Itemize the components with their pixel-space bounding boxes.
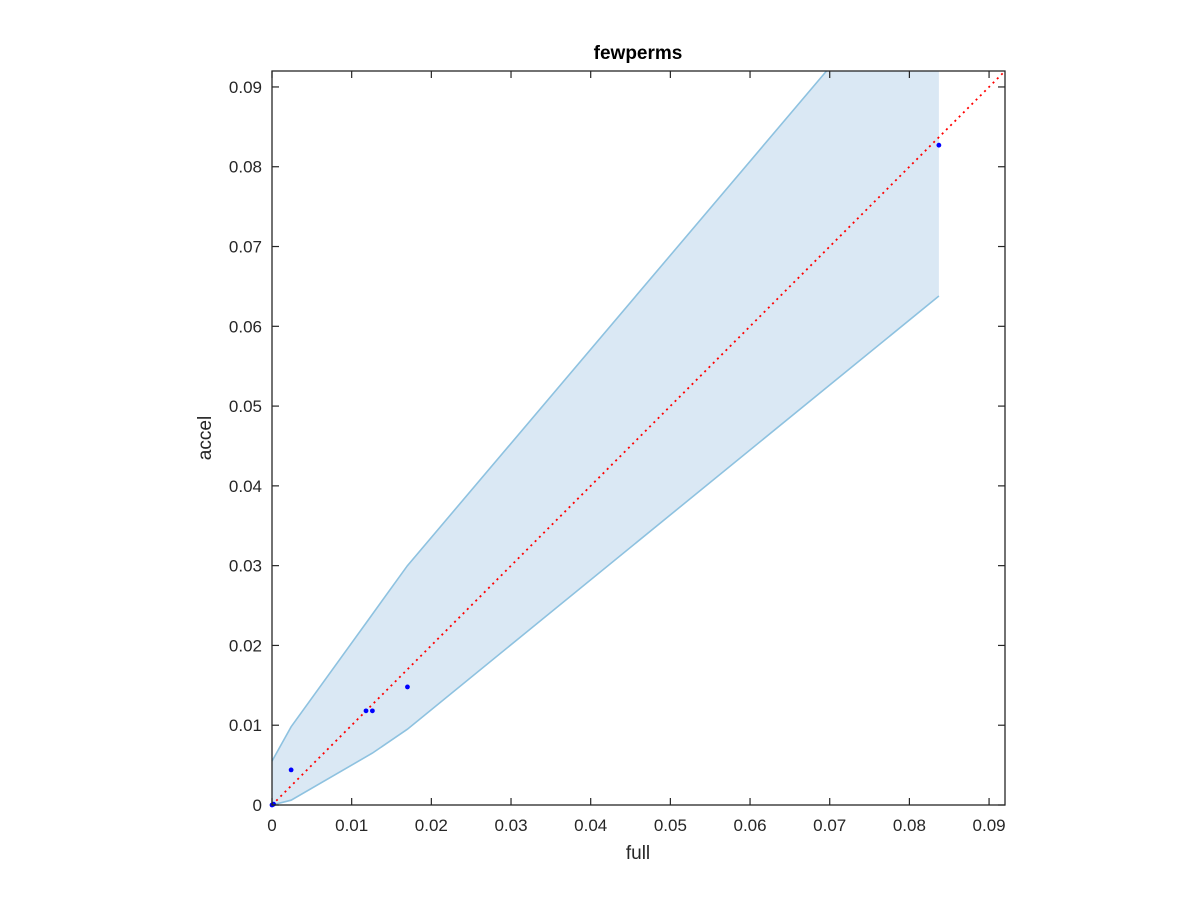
y-tick-label-6: 0.06 <box>229 317 262 336</box>
x-tick-label-0: 0 <box>267 816 276 835</box>
confidence-band <box>272 71 939 805</box>
x-tick-label-4: 0.04 <box>574 816 607 835</box>
x-tick-label-1: 0.01 <box>335 816 368 835</box>
y-tick-label-2: 0.02 <box>229 636 262 655</box>
data-point-4 <box>369 708 375 714</box>
identity-reference-line <box>271 70 1006 806</box>
data-point-2 <box>288 767 294 773</box>
y-tick-label-8: 0.08 <box>229 158 262 177</box>
y-tick-label-7: 0.07 <box>229 238 262 257</box>
y-tick-label-1: 0.01 <box>229 716 262 735</box>
x-tick-label-8: 0.08 <box>893 816 926 835</box>
band-lower-edge <box>271 295 940 806</box>
plot-area <box>269 70 1006 808</box>
y-axis-label: accel <box>195 416 216 460</box>
data-point-5 <box>405 684 410 690</box>
x-axis-label: full <box>626 843 650 864</box>
chart-title: fewperms <box>594 43 683 64</box>
data-point-6 <box>936 142 942 148</box>
x-tick-label-7: 0.07 <box>813 816 846 835</box>
data-point-3 <box>363 708 369 714</box>
x-tick-label-9: 0.09 <box>973 816 1006 835</box>
y-tick-label-3: 0.03 <box>229 557 262 576</box>
y-tick-label-5: 0.05 <box>229 397 262 416</box>
x-tick-label-2: 0.02 <box>415 816 448 835</box>
y-axis-ticks: 0 0.01 0.02 0.03 0.04 0.05 0.06 0.07 0.08 0.09 <box>229 78 1005 815</box>
data-points <box>269 142 942 808</box>
y-tick-label-4: 0.04 <box>229 477 262 496</box>
x-tick-label-6: 0.06 <box>733 816 766 835</box>
y-tick-label-9: 0.09 <box>229 78 262 97</box>
x-tick-label-5: 0.05 <box>654 816 687 835</box>
axes-box <box>271 70 1006 806</box>
x-axis-ticks: 0 0.01 0.02 0.03 0.04 0.05 0.06 0.07 0.08 0.09 <box>267 71 1006 835</box>
y-tick-label-0: 0 <box>253 796 262 815</box>
band-upper-edge <box>271 70 828 762</box>
x-tick-label-3: 0.03 <box>494 816 527 835</box>
